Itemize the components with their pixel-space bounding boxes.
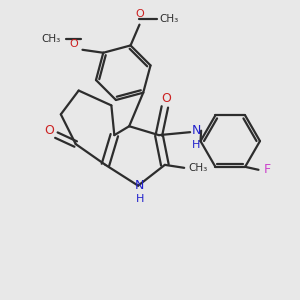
Text: O: O (69, 39, 78, 49)
Text: O: O (44, 124, 54, 137)
Text: O: O (161, 92, 171, 105)
Text: N: N (135, 179, 144, 192)
Text: CH₃: CH₃ (160, 14, 179, 24)
Text: H: H (192, 140, 200, 150)
Text: CH₃: CH₃ (188, 163, 207, 173)
Text: F: F (264, 163, 271, 176)
Text: H: H (135, 194, 144, 204)
Text: O: O (135, 9, 144, 19)
Text: N: N (191, 124, 201, 137)
Text: CH₃: CH₃ (42, 34, 61, 44)
